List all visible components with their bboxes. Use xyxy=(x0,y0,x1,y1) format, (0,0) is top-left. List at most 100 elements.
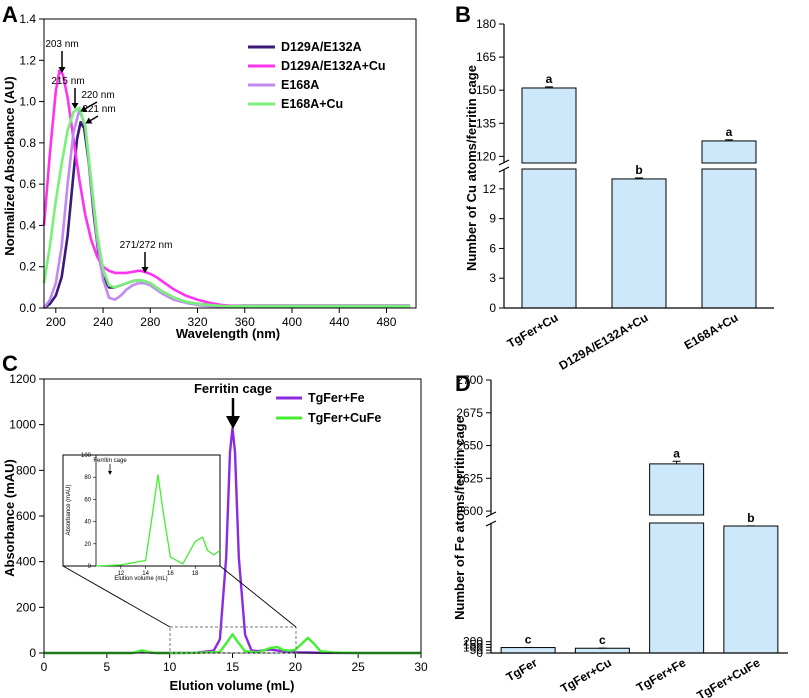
axis-break-mark xyxy=(498,159,510,166)
y-tick-label: 180 xyxy=(476,17,496,31)
x-tick-label: 400 xyxy=(282,315,302,329)
panel-a-series xyxy=(42,69,411,310)
y-tick-label: 100 xyxy=(463,640,483,654)
x-tick-label: 5 xyxy=(103,660,110,674)
zoom-connector-left xyxy=(62,565,171,628)
significance-letter: a xyxy=(673,446,680,460)
y-tick-label: 0 xyxy=(489,301,496,315)
peak-annotation-label: 220 nm xyxy=(81,90,114,101)
panel-c-inset-chart: 12 14 16 18 0 20 40 60 80 100 Ferritin cage Eluti… xyxy=(62,453,221,582)
legend-label-fe: TgFer+Fe xyxy=(308,391,365,405)
y-tick-label: 1200 xyxy=(9,372,36,386)
inset-y-tick-label: 80 xyxy=(84,475,91,481)
y-tick-label: 150 xyxy=(476,83,496,97)
series-line-e168a xyxy=(42,108,411,309)
x-tick-label: 30 xyxy=(414,660,428,674)
y-tick-label: 0.8 xyxy=(19,136,36,150)
panel-c-arrow-head xyxy=(226,416,240,429)
category-label: D129A/E132A+Cu xyxy=(557,310,651,372)
y-tick-label: 165 xyxy=(476,50,496,64)
x-tick-label: 280 xyxy=(140,315,160,329)
panel-a-ylabel: Normalized Absorbance (AU) xyxy=(2,76,17,255)
significance-letter: a xyxy=(546,72,553,86)
x-tick-label: 10 xyxy=(163,660,177,674)
series-line-d129a_cu xyxy=(42,69,411,309)
bar-lower-segment xyxy=(701,168,757,309)
legend-label-d129a-cu: D129A/E132A+Cu xyxy=(281,59,386,73)
inset-x-tick-label: 16 xyxy=(167,571,174,577)
panel-a-xlabel: Wavelength (nm) xyxy=(176,326,280,341)
y-tick-label: 1.2 xyxy=(19,53,36,67)
panel-c-elution-chart: Absorbance (mAU) Elution volume (mL) 0 5 1… xyxy=(2,372,428,693)
panel-d-axis xyxy=(485,380,788,654)
x-tick-label: 0 xyxy=(41,660,48,674)
y-tick-label: 200 xyxy=(16,600,36,614)
panel-b-ylabel: Number of Cu atoms/ferritin cage xyxy=(464,65,479,271)
y-tick-label: 400 xyxy=(16,555,36,569)
y-tick-label: 0.0 xyxy=(19,301,36,315)
peak-annotation-arrowhead xyxy=(58,67,66,73)
y-tick-label: 2675 xyxy=(456,406,483,420)
y-tick-label: 2625 xyxy=(456,471,483,485)
bar-lower-segment xyxy=(521,168,577,309)
inset-ylabel: Absorbance (mAU) xyxy=(66,484,72,535)
panel-c-legend: TgFer+Fe TgFer+CuFe xyxy=(276,391,381,425)
peak-annotation-arrowhead xyxy=(85,117,93,124)
series-line-cufe_green xyxy=(44,633,421,655)
inset-ticks: 12 14 16 18 0 20 40 60 80 100 xyxy=(81,453,199,577)
significance-letter: b xyxy=(747,511,754,525)
bar-lower-segment xyxy=(649,522,705,654)
inset-x-tick-label: 14 xyxy=(142,571,149,577)
y-tick-label: 1000 xyxy=(9,418,36,432)
zoom-connector-right xyxy=(219,565,297,628)
axis-break-mark xyxy=(485,520,497,527)
bar xyxy=(611,178,667,309)
x-tick-label: 15 xyxy=(226,660,240,674)
significance-letter: c xyxy=(525,632,532,646)
y-tick-label: 6 xyxy=(489,241,496,255)
significance-letter: a xyxy=(726,125,733,139)
y-tick-label: 3 xyxy=(489,271,496,285)
y-tick-label: 1.4 xyxy=(19,12,36,26)
y-tick-label: 12 xyxy=(483,182,497,196)
y-tick-label: 120 xyxy=(476,149,496,163)
peak-annotation-arrowhead xyxy=(71,103,79,109)
y-tick-label: 600 xyxy=(16,509,36,523)
inset-series-line-cufe xyxy=(95,474,221,567)
panel-d-bars: c c a b xyxy=(500,446,779,654)
y-tick-label: 150 xyxy=(463,638,483,652)
panel-c-ferritin-cage-label: Ferritin cage xyxy=(194,381,272,396)
peak-annotation-arrowhead xyxy=(141,267,149,273)
bar-upper-segment xyxy=(649,463,705,516)
inset-arrow-head xyxy=(108,471,112,475)
category-label: E168A+Cu xyxy=(682,310,741,352)
x-tick-label: 480 xyxy=(376,315,396,329)
x-tick-label: 360 xyxy=(235,315,255,329)
inset-y-tick-label: 100 xyxy=(81,453,92,459)
x-tick-label: 440 xyxy=(329,315,349,329)
y-tick-label: 9 xyxy=(489,212,496,226)
category-label: TgFer+Cu xyxy=(505,310,561,350)
x-tick-label: 25 xyxy=(351,660,365,674)
panel-c-xlabel: Elution volume (mL) xyxy=(170,678,295,693)
inset-x-tick-label: 18 xyxy=(192,571,199,577)
y-tick-label: 2650 xyxy=(456,439,483,453)
panel-d-ylabel: Number of Fe atoms/ferritin cage xyxy=(452,416,467,620)
significance-letter: c xyxy=(599,633,606,647)
legend-label-d129a: D129A/E132A xyxy=(281,40,362,54)
inset-series xyxy=(95,474,221,567)
inset-y-tick-label: 20 xyxy=(84,542,91,548)
panel-a-frame xyxy=(43,18,417,309)
panel-d-category-labels: TgFer TgFer+Cu TgFer+Fe TgFer+CuFe xyxy=(504,655,763,698)
legend-label-e168a-cu: E168A+Cu xyxy=(281,97,343,111)
inset-y-tick-label: 60 xyxy=(84,497,91,503)
panel-a-legend: D129A/E132A D129A/E132A+Cu E168A E168A+C… xyxy=(248,40,386,111)
significance-letter: b xyxy=(635,163,642,177)
y-tick-label: 0.2 xyxy=(19,260,36,274)
y-tick-label: 2600 xyxy=(456,504,483,518)
y-tick-label: 800 xyxy=(16,463,36,477)
panel-a-ticks: 200 240 280 320 360 400 440 480 0.0 0.2 0.4 0.6 0.8 1… xyxy=(19,12,396,329)
series-line-d129a xyxy=(43,120,411,310)
zoom-region-box xyxy=(169,626,297,654)
